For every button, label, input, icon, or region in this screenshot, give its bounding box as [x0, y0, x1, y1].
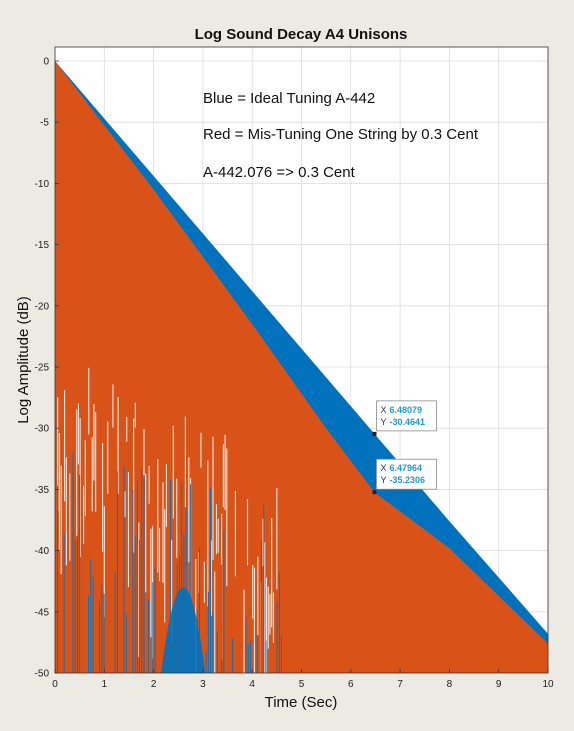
y-tick-label: -30 [35, 424, 50, 435]
datatip-marker [372, 431, 377, 436]
annotation-blue: Blue = Ideal Tuning A-442 [203, 90, 375, 107]
datatip-y-value: -35.2306 [389, 475, 425, 485]
y-tick-label: -35 [35, 485, 50, 496]
axis-ticks: 0 1 2 3 4 5 6 7 8 9 10 0 -5 -10 -15 -20 -25 -30 -35 -40 -45 -… [35, 57, 554, 691]
y-tick-label: -5 [40, 118, 49, 129]
annotation-tuning: A-442.076 => 0.3 Cent [203, 164, 356, 181]
series-fill [55, 61, 548, 673]
noise-traces [57, 367, 282, 673]
series-red-area [55, 61, 548, 673]
noise-white [57, 367, 278, 673]
datatip-y-value: -30.4641 [390, 417, 426, 427]
datatip-x-value: 6.47964 [389, 463, 422, 473]
datatip-marker [372, 490, 377, 495]
x-tick-label: 8 [447, 679, 453, 690]
y-tick-label: -25 [35, 363, 50, 374]
annotation-red: Red = Mis-Tuning One String by 0.3 Cent [203, 126, 479, 143]
datatip-y-key: Y [380, 475, 386, 485]
datatip-y-key: Y [381, 417, 387, 427]
y-tick-label: -40 [35, 546, 50, 557]
datatip-box [376, 400, 437, 432]
y-tick-label: -20 [35, 301, 50, 312]
y-tick-label: -50 [35, 669, 50, 680]
noise-hump [160, 587, 206, 673]
x-tick-label: 2 [151, 679, 157, 690]
x-tick-label: 1 [102, 679, 108, 690]
x-tick-label: 10 [542, 679, 554, 690]
datatip-x-key: X [380, 463, 386, 473]
x-tick-label: 4 [249, 679, 255, 690]
x-tick-label: 6 [348, 679, 354, 690]
y-tick-label: -15 [35, 240, 50, 251]
y-tick-label: -10 [35, 179, 50, 190]
datatip-x-key: X [381, 405, 387, 415]
x-tick-label: 3 [200, 679, 206, 690]
x-tick-label: 9 [496, 679, 502, 690]
y-tick-label: -45 [35, 607, 50, 618]
y-axis-label: Log Amplitude (dB) [15, 296, 32, 424]
datatip-box [376, 458, 437, 490]
x-axis-label: Time (Sec) [265, 694, 338, 711]
x-tick-label: 0 [52, 679, 58, 690]
chart-title: Log Sound Decay A4 Unisons [195, 26, 408, 43]
x-tick-label: 7 [397, 679, 403, 690]
datatip-x-value: 6.48079 [390, 405, 423, 415]
y-tick-label: 0 [43, 57, 49, 68]
x-tick-label: 5 [299, 679, 305, 690]
